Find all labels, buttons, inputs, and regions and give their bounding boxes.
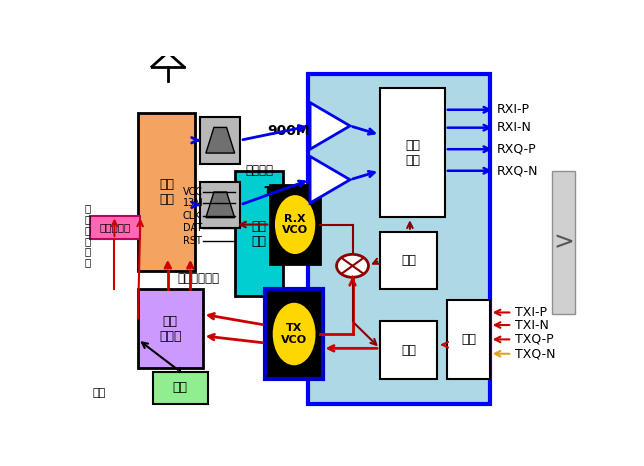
Text: 发射频率取样: 发射频率取样: [178, 272, 220, 285]
FancyBboxPatch shape: [308, 74, 490, 404]
Text: VCC: VCC: [183, 187, 203, 197]
Polygon shape: [206, 192, 234, 218]
FancyBboxPatch shape: [448, 300, 489, 379]
Text: TX
VCO: TX VCO: [281, 323, 307, 345]
FancyBboxPatch shape: [270, 185, 320, 264]
Text: R.X
VCO: R.X VCO: [282, 214, 308, 235]
Polygon shape: [310, 157, 350, 203]
Text: CLK: CLK: [183, 211, 202, 220]
Text: RST: RST: [183, 236, 202, 246]
FancyBboxPatch shape: [380, 88, 445, 217]
Text: RXQ-N: RXQ-N: [497, 164, 539, 177]
Text: 频率
合成: 频率 合成: [251, 219, 267, 247]
Text: 功率
放大器: 功率 放大器: [159, 315, 182, 343]
Ellipse shape: [272, 302, 317, 366]
FancyBboxPatch shape: [200, 181, 240, 228]
Text: 接收
解调: 接收 解调: [405, 139, 420, 167]
FancyBboxPatch shape: [552, 171, 574, 314]
FancyBboxPatch shape: [138, 289, 203, 368]
Text: RXI-P: RXI-P: [497, 103, 530, 116]
Text: RXQ-P: RXQ-P: [497, 143, 537, 156]
Text: 1800M: 1800M: [263, 185, 315, 199]
FancyBboxPatch shape: [200, 117, 240, 164]
Ellipse shape: [274, 194, 316, 255]
FancyBboxPatch shape: [380, 232, 437, 289]
Text: 功控: 功控: [173, 381, 188, 394]
Polygon shape: [310, 103, 350, 149]
FancyBboxPatch shape: [90, 216, 140, 239]
Text: 天线
开关: 天线 开关: [159, 178, 174, 206]
Text: >: >: [553, 231, 574, 254]
Text: 发射互感器: 发射互感器: [100, 222, 131, 232]
FancyBboxPatch shape: [138, 113, 195, 271]
Text: 等级: 等级: [93, 388, 106, 398]
Text: 鉴相: 鉴相: [401, 343, 416, 356]
Text: TXQ-P: TXQ-P: [515, 333, 553, 346]
Circle shape: [337, 254, 368, 277]
Text: 900M: 900M: [268, 124, 310, 138]
Polygon shape: [206, 127, 234, 153]
Text: RXI-N: RXI-N: [497, 121, 532, 134]
Text: 13M: 13M: [183, 198, 204, 208]
Text: TXI-N: TXI-N: [515, 319, 549, 331]
FancyBboxPatch shape: [380, 322, 437, 379]
FancyBboxPatch shape: [265, 289, 323, 379]
Text: 调制: 调制: [461, 333, 476, 346]
Text: TXI-P: TXI-P: [515, 306, 547, 319]
FancyBboxPatch shape: [235, 171, 283, 296]
Text: 频率取样: 频率取样: [245, 164, 273, 177]
Text: 分频: 分频: [401, 254, 416, 267]
Text: 功
率
样
取
信
号: 功 率 样 取 信 号: [84, 203, 91, 267]
Text: DAT: DAT: [183, 223, 202, 233]
FancyBboxPatch shape: [153, 372, 208, 404]
Text: TXQ-N: TXQ-N: [515, 347, 555, 360]
